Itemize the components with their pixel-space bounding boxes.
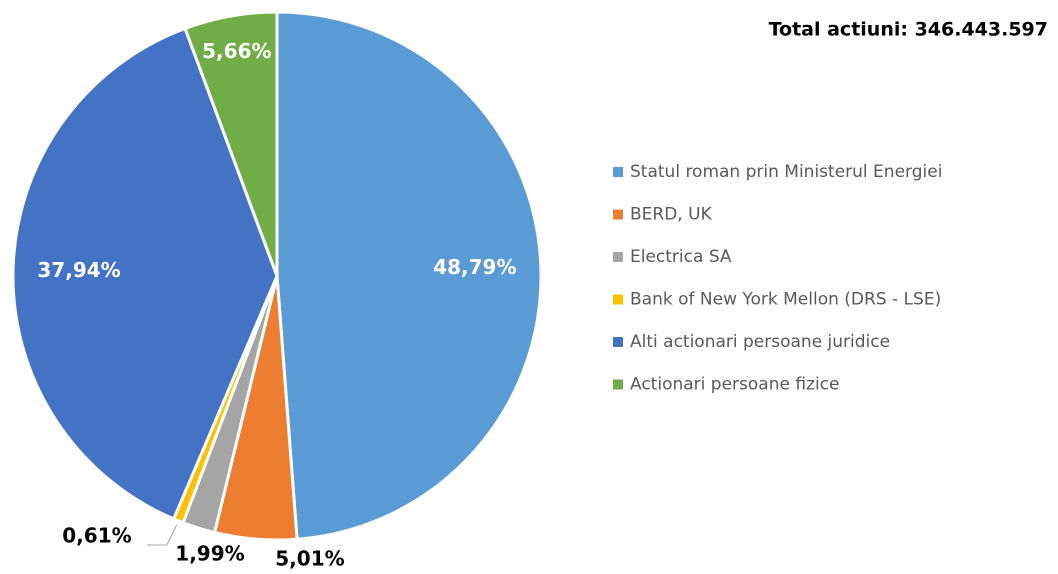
data-label: 1,99% bbox=[175, 542, 244, 566]
legend-marker bbox=[613, 252, 623, 262]
legend-marker bbox=[613, 379, 623, 390]
leader-line bbox=[147, 524, 178, 546]
legend-label: Electrica SA bbox=[630, 247, 732, 267]
legend-label: Actionari persoane fizice bbox=[630, 375, 840, 395]
data-label: 37,94% bbox=[37, 258, 120, 282]
legend-label: Alti actionari persoane juridice bbox=[630, 332, 890, 352]
pie-slice bbox=[183, 10, 279, 277]
legend-label: Bank of New York Mellon (DRS - LSE) bbox=[630, 290, 941, 310]
legend-marker bbox=[613, 337, 623, 347]
data-label: 0,61% bbox=[62, 524, 131, 548]
legend-label: Statul roman prin Ministerul Energiei bbox=[630, 162, 942, 182]
pie-slice bbox=[11, 26, 279, 521]
chart-title: Total actiuni: 346.443.597 bbox=[769, 19, 1048, 41]
legend-marker bbox=[613, 167, 623, 177]
legend-marker bbox=[613, 294, 623, 305]
data-label: 5,01% bbox=[275, 547, 344, 571]
data-label: 48,79% bbox=[433, 255, 516, 279]
pie-slice bbox=[275, 10, 543, 541]
data-label: 5,66% bbox=[202, 39, 271, 63]
legend-marker bbox=[613, 209, 623, 220]
legend-label: BERD, UK bbox=[630, 205, 713, 225]
